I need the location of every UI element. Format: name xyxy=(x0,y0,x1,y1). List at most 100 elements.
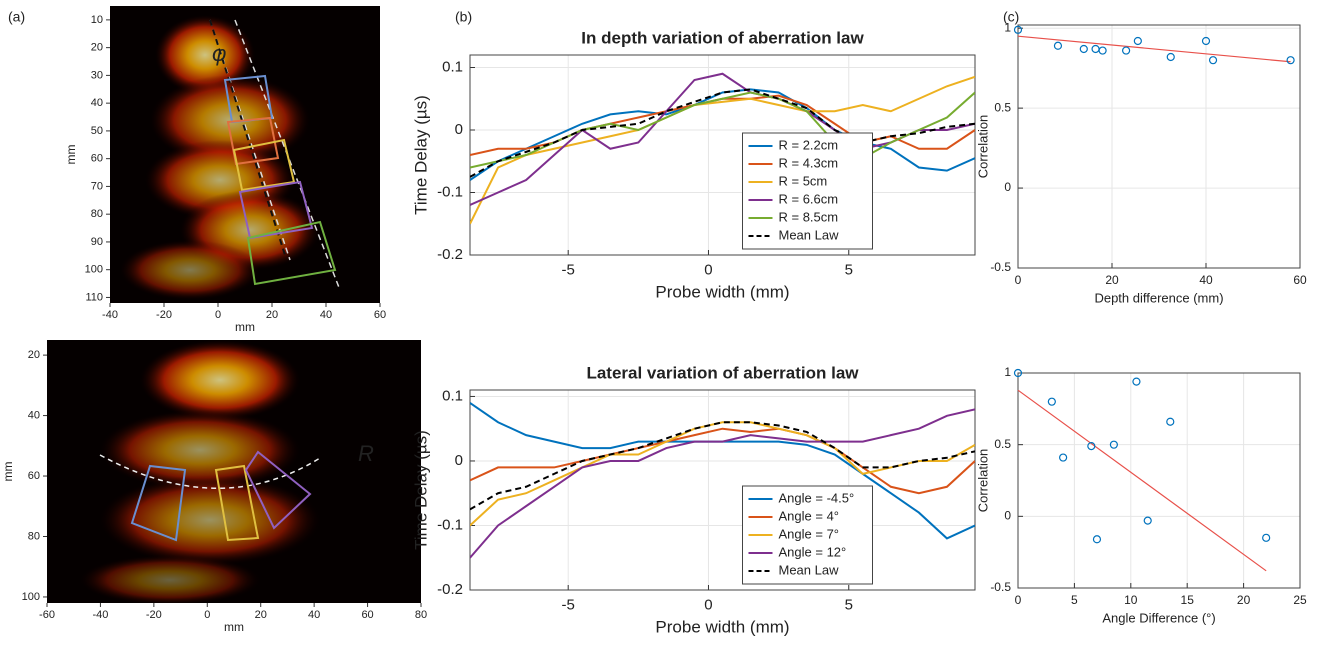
y-tick-label: 10 xyxy=(91,14,103,26)
x-tick-label: 0 xyxy=(704,261,712,278)
y-axis-label: Time Delay (µs) xyxy=(411,95,430,215)
x-tick-label: -40 xyxy=(102,309,118,321)
point xyxy=(1286,56,1295,65)
panel-label: (a) xyxy=(8,9,25,25)
y-axis-label: Time Delay (µs) xyxy=(411,430,430,550)
x-axis-label: Probe width (mm) xyxy=(655,617,789,636)
x-tick-label: 40 xyxy=(308,609,320,621)
line xyxy=(470,421,975,511)
x-tick-label: 40 xyxy=(320,309,332,321)
y-tick-label: 40 xyxy=(28,409,40,421)
y-tick-label: -0.5 xyxy=(990,580,1011,594)
y-tick-label: 0.5 xyxy=(994,437,1011,451)
y-tick-label: 30 xyxy=(91,69,103,81)
point xyxy=(1079,44,1088,54)
y-tick-label: 0 xyxy=(1004,509,1011,523)
y-tick-label: 20 xyxy=(91,42,103,54)
legend-label: Angle = 7° xyxy=(779,526,840,541)
plot-area xyxy=(1018,373,1300,588)
y-tick-label: 90 xyxy=(91,236,103,248)
y-tick-label: 60 xyxy=(91,153,103,165)
x-tick-label: -5 xyxy=(562,261,575,278)
legend-label: Angle = 4° xyxy=(779,508,840,523)
point xyxy=(1109,440,1118,449)
x-tick-label: 60 xyxy=(374,309,386,321)
y-tick-label: 70 xyxy=(91,180,103,192)
y-tick-label: -0.1 xyxy=(437,183,463,200)
plot-frame xyxy=(1017,372,1301,589)
legend-box xyxy=(742,132,873,250)
annotation: R xyxy=(358,441,374,466)
plot-frame xyxy=(1017,24,1301,269)
legend-label: R = 6.6cm xyxy=(779,191,839,206)
x-axis-label: mm xyxy=(224,620,244,634)
point xyxy=(1013,368,1023,378)
line xyxy=(470,88,975,181)
x-tick-label: 60 xyxy=(361,609,373,621)
x-tick-label: 80 xyxy=(415,609,427,621)
x-tick-label: 5 xyxy=(1071,593,1078,607)
plot-area xyxy=(470,390,975,590)
legend-label: Angle = -4.5° xyxy=(779,490,855,505)
fit-line xyxy=(1017,35,1291,63)
y-tick-label: 100 xyxy=(22,591,40,603)
panel-label: (c) xyxy=(1003,9,1019,25)
y-tick-label: 0.1 xyxy=(442,387,463,404)
point xyxy=(1262,533,1271,542)
x-tick-label: 60 xyxy=(1293,273,1307,287)
x-tick-label: 5 xyxy=(845,596,853,613)
point xyxy=(1166,52,1175,62)
point xyxy=(1087,442,1096,451)
x-tick-label: 10 xyxy=(1124,593,1138,607)
x-tick-label: 20 xyxy=(1237,593,1251,607)
x-tick-label: -60 xyxy=(39,609,55,621)
x-axis-label: mm xyxy=(235,320,255,334)
annotation: φ xyxy=(212,41,226,66)
y-tick-label: 40 xyxy=(91,97,103,109)
x-tick-label: -5 xyxy=(562,596,575,613)
point xyxy=(1121,46,1131,55)
x-tick-label: -20 xyxy=(146,609,162,621)
y-tick-label: 0.1 xyxy=(442,58,463,75)
line xyxy=(470,427,975,495)
x-tick-label: 5 xyxy=(845,261,853,278)
y-tick-label: 0 xyxy=(455,121,463,138)
point xyxy=(1133,36,1142,46)
y-axis-label: Correlation xyxy=(975,449,990,513)
point xyxy=(1053,41,1063,50)
y-tick-label: 60 xyxy=(28,470,40,482)
point xyxy=(1098,46,1107,55)
panel-label: (b) xyxy=(455,9,472,25)
point xyxy=(1047,397,1056,406)
y-tick-label: 1 xyxy=(1004,20,1011,34)
legend-label: R = 8.5cm xyxy=(779,209,839,224)
ultrasound-image xyxy=(110,6,380,303)
x-tick-label: 15 xyxy=(1181,593,1195,607)
point xyxy=(1166,417,1175,426)
point xyxy=(1201,36,1211,46)
legend-label: Mean Law xyxy=(779,227,840,242)
x-tick-label: 20 xyxy=(266,309,278,321)
legend-label: Mean Law xyxy=(779,562,840,577)
y-tick-label: 0 xyxy=(455,452,463,469)
x-tick-label: -40 xyxy=(92,609,108,621)
y-axis-label: Correlation xyxy=(975,115,990,179)
y-tick-label: 1 xyxy=(1004,365,1011,379)
point xyxy=(1013,25,1023,34)
y-axis-label: mm xyxy=(64,145,78,165)
plot-frame xyxy=(469,389,976,591)
x-tick-label: 0 xyxy=(1015,593,1022,607)
x-axis-label: Depth difference (mm) xyxy=(1094,290,1223,305)
y-tick-label: 110 xyxy=(85,291,103,303)
ultrasound-image xyxy=(47,340,421,603)
legend-label: R = 2.2cm xyxy=(779,137,839,152)
line xyxy=(470,421,975,527)
y-tick-label: 80 xyxy=(28,530,40,542)
y-tick-label: 0.5 xyxy=(994,100,1011,114)
legend-label: Angle = 12° xyxy=(779,544,847,559)
y-tick-label: 100 xyxy=(85,264,103,276)
line xyxy=(470,88,975,178)
x-tick-label: 40 xyxy=(1199,273,1213,287)
x-tick-label: 20 xyxy=(255,609,267,621)
y-tick-label: -0.5 xyxy=(990,260,1011,274)
